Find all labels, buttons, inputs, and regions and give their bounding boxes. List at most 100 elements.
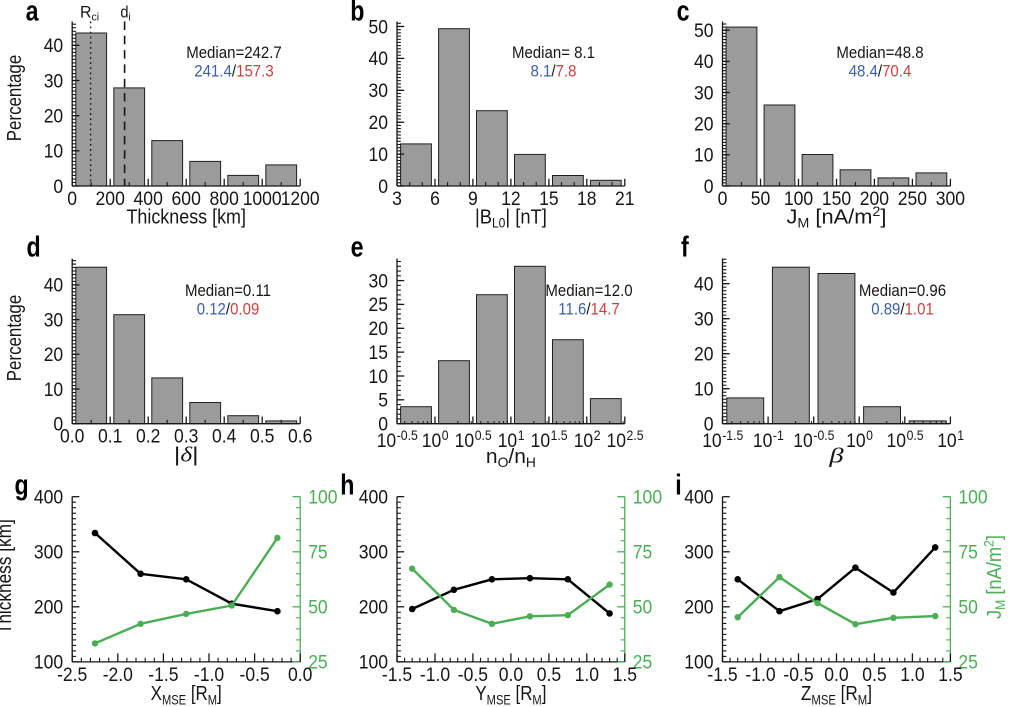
svg-text:241.4: 241.4	[194, 62, 232, 80]
svg-text:0: 0	[718, 188, 728, 210]
svg-text:50: 50	[958, 597, 978, 619]
svg-text:5: 5	[378, 390, 388, 412]
svg-text:0.0: 0.0	[60, 426, 85, 448]
svg-text:10: 10	[793, 430, 813, 452]
svg-text:b: b	[350, 0, 364, 27]
svg-text:50: 50	[694, 20, 714, 42]
svg-text:50: 50	[308, 597, 328, 619]
svg-text:600: 600	[172, 188, 201, 210]
svg-text:0.2: 0.2	[136, 426, 160, 448]
svg-text:2.5: 2.5	[627, 428, 644, 443]
svg-text:10: 10	[455, 430, 475, 452]
svg-text:100: 100	[359, 652, 388, 674]
svg-text:400: 400	[134, 188, 163, 210]
svg-text:0.5: 0.5	[475, 428, 492, 443]
svg-text:0: 0	[704, 414, 714, 436]
svg-text:20: 20	[694, 114, 714, 136]
svg-text:50: 50	[751, 188, 771, 210]
svg-text:0.5: 0.5	[250, 426, 275, 448]
svg-text:0.09: 0.09	[230, 300, 259, 318]
svg-text:2: 2	[594, 428, 601, 443]
svg-text:40: 40	[694, 274, 714, 296]
svg-text:10: 10	[369, 366, 389, 388]
svg-text:-0.5: -0.5	[813, 428, 834, 443]
svg-text:0: 0	[67, 188, 77, 210]
svg-text:1200: 1200	[281, 188, 320, 210]
svg-text:50: 50	[633, 597, 653, 619]
svg-text:1000: 1000	[243, 188, 282, 210]
svg-text:10: 10	[44, 141, 64, 163]
svg-text:25: 25	[308, 652, 328, 674]
svg-text:200: 200	[684, 597, 713, 619]
svg-text:Median= 8.1: Median= 8.1	[512, 44, 595, 62]
svg-text:100: 100	[308, 487, 337, 509]
svg-text:40: 40	[694, 51, 714, 73]
svg-text:/: /	[232, 62, 237, 80]
svg-text:30: 30	[369, 270, 389, 292]
svg-text:157.3: 157.3	[236, 62, 274, 80]
svg-text:-1.0: -1.0	[194, 664, 224, 686]
svg-text:0.4: 0.4	[212, 426, 237, 448]
svg-text:-1.5: -1.5	[722, 428, 743, 443]
svg-text:/: /	[551, 62, 556, 80]
svg-text:0: 0	[378, 176, 388, 198]
svg-text:25: 25	[633, 652, 653, 674]
svg-text:20: 20	[44, 106, 64, 128]
svg-text:10: 10	[887, 430, 907, 452]
svg-text:|δ|: |δ|	[174, 442, 199, 466]
svg-text:150: 150	[822, 188, 851, 210]
svg-text:0.5: 0.5	[862, 664, 887, 686]
svg-text:10: 10	[531, 430, 551, 452]
svg-text:Percentage: Percentage	[2, 55, 25, 141]
svg-text:Median=0.11: Median=0.11	[185, 282, 271, 300]
svg-text:JM [nA/m2]: JM [nA/m2]	[981, 535, 1009, 619]
svg-text:i: i	[675, 468, 681, 501]
svg-text:6: 6	[430, 188, 440, 210]
svg-text:0: 0	[866, 428, 873, 443]
svg-text:1.01: 1.01	[905, 300, 934, 318]
svg-text:0.5: 0.5	[537, 664, 562, 686]
svg-text:250: 250	[898, 188, 927, 210]
svg-text:300: 300	[684, 542, 713, 564]
svg-text:40: 40	[44, 275, 64, 297]
svg-text:-1.0: -1.0	[420, 664, 450, 686]
svg-text:1.0: 1.0	[900, 664, 925, 686]
svg-text:9: 9	[468, 188, 478, 210]
svg-text:8.1: 8.1	[531, 62, 552, 80]
svg-text:0.12: 0.12	[197, 300, 226, 318]
svg-text:1: 1	[518, 428, 525, 443]
svg-text:0.89: 0.89	[871, 300, 900, 318]
svg-text:nO/nH: nO/nH	[486, 445, 536, 470]
svg-text:0.0: 0.0	[288, 664, 313, 686]
svg-text:-0.5: -0.5	[397, 428, 418, 443]
svg-text:75: 75	[958, 542, 978, 564]
svg-text:0.0: 0.0	[499, 664, 524, 686]
svg-text:YMSE [RM]: YMSE [RM]	[475, 681, 546, 707]
svg-text:48.4: 48.4	[849, 62, 878, 80]
svg-text:0.6: 0.6	[288, 426, 312, 448]
svg-text:c: c	[677, 0, 690, 27]
svg-text:40: 40	[369, 48, 389, 70]
svg-text:300: 300	[34, 542, 63, 564]
svg-text:7.8: 7.8	[556, 62, 577, 80]
svg-text:XMSE [RM]: XMSE [RM]	[151, 681, 222, 707]
svg-text:-1.5: -1.5	[148, 664, 178, 686]
svg-text:0.3: 0.3	[174, 426, 198, 448]
svg-text:10: 10	[694, 379, 714, 401]
svg-text:20: 20	[694, 344, 714, 366]
svg-text:200: 200	[34, 597, 63, 619]
svg-text:30: 30	[694, 309, 714, 331]
svg-text:a: a	[26, 0, 39, 27]
svg-text:100: 100	[633, 487, 662, 509]
svg-text:21: 21	[615, 188, 635, 210]
svg-text:15: 15	[539, 188, 559, 210]
svg-text:100: 100	[684, 652, 713, 674]
svg-text:g: g	[15, 468, 29, 501]
svg-text:ZMSE [RM]: ZMSE [RM]	[801, 683, 872, 707]
svg-text:30: 30	[44, 70, 64, 92]
svg-text:h: h	[340, 468, 354, 501]
svg-text:Median=0.96: Median=0.96	[859, 282, 946, 300]
svg-text:1.5: 1.5	[551, 428, 568, 443]
svg-text:10: 10	[498, 430, 518, 452]
svg-text:-0.5: -0.5	[783, 664, 813, 686]
